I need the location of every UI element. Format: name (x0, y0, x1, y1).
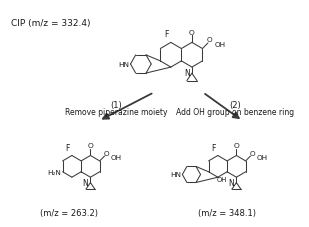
Text: OH: OH (215, 42, 226, 48)
Text: O: O (234, 143, 239, 149)
Text: HN: HN (170, 172, 181, 178)
Text: Remove piperazine moiety: Remove piperazine moiety (65, 107, 167, 116)
Text: HN: HN (119, 62, 129, 68)
Text: OH: OH (216, 176, 226, 182)
Text: Add OH group on benzene ring: Add OH group on benzene ring (176, 107, 294, 116)
Text: N: N (184, 69, 190, 78)
Text: (2): (2) (229, 100, 241, 109)
Text: (m/z = 348.1): (m/z = 348.1) (198, 208, 256, 217)
Text: CIP (m/z = 332.4): CIP (m/z = 332.4) (11, 19, 91, 28)
Text: F: F (66, 143, 70, 152)
Text: F: F (212, 143, 216, 152)
Text: O: O (207, 37, 213, 43)
Text: O: O (104, 150, 109, 156)
Text: O: O (87, 143, 93, 149)
Text: F: F (164, 30, 169, 39)
Text: OH: OH (256, 154, 268, 160)
Text: (1): (1) (110, 100, 122, 109)
Text: O: O (250, 150, 255, 156)
Text: N: N (83, 178, 88, 187)
Text: O: O (189, 29, 195, 35)
Text: OH: OH (110, 154, 121, 160)
Text: (m/z = 263.2): (m/z = 263.2) (40, 208, 99, 217)
Text: H₂N: H₂N (47, 169, 61, 175)
Text: N: N (229, 178, 235, 187)
